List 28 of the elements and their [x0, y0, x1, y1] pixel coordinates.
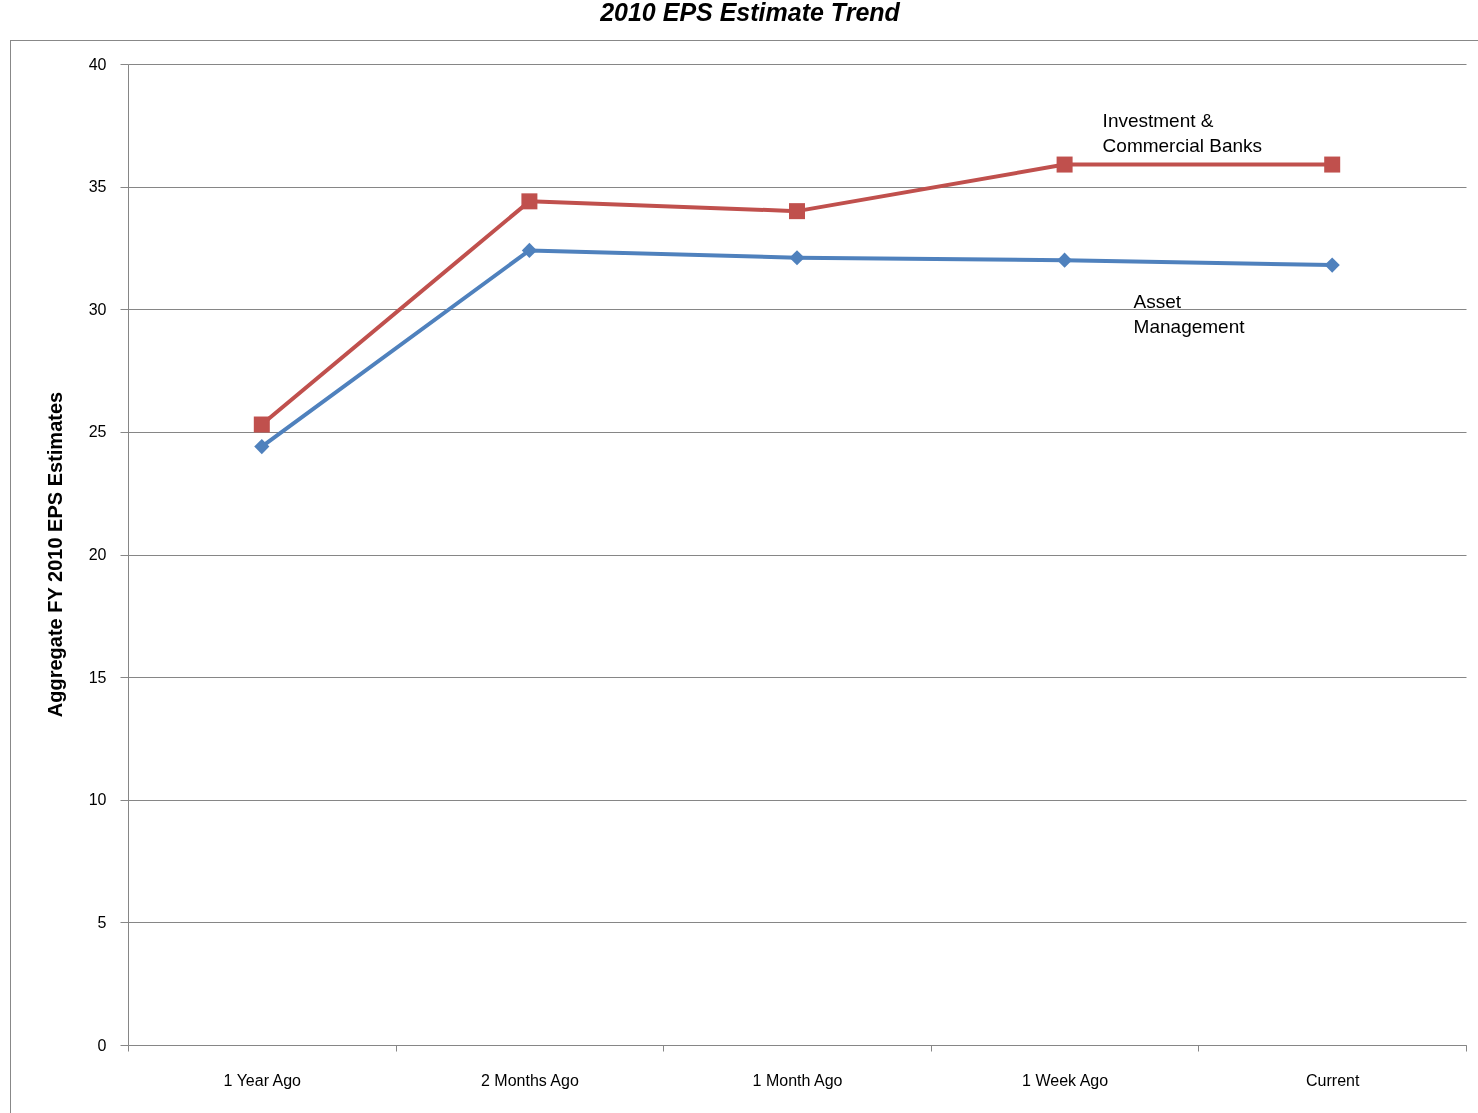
point — [521, 193, 538, 210]
x-tick-label: 1 Month Ago — [752, 1071, 843, 1089]
x-tick-label: 1 Week Ago — [1022, 1071, 1109, 1089]
y-tick-label: 15 — [88, 668, 107, 686]
x-tick-label: Current — [1306, 1071, 1360, 1089]
point — [254, 439, 270, 455]
x-tick-label: 1 Year Ago — [223, 1071, 302, 1089]
point — [789, 203, 805, 220]
y-tick-label: 35 — [88, 178, 107, 196]
point — [1056, 156, 1073, 173]
point — [1324, 257, 1340, 273]
y-tick-label: 5 — [97, 913, 107, 931]
point — [789, 250, 805, 266]
point — [521, 242, 537, 258]
y-tick-label: 40 — [88, 55, 107, 73]
point — [253, 416, 270, 433]
y-tick-label: 20 — [88, 546, 107, 563]
y-tick-label: 0 — [97, 1036, 107, 1054]
y-tick-label: 25 — [88, 423, 107, 441]
series-label: Asset Management — [1133, 291, 1246, 338]
y-axis-title: Aggregate FY 2010 EPS Estimates — [43, 391, 66, 718]
point — [1324, 156, 1341, 173]
y-tick-label: 30 — [88, 300, 107, 318]
series-label: Investment & Commercial Banks — [1102, 109, 1263, 156]
y-tick-label: 10 — [88, 791, 107, 809]
x-tick-label: 2 Months Ago — [480, 1071, 579, 1089]
point — [1057, 252, 1073, 268]
chart-title: 2010 EPS Estimate Trend — [599, 0, 901, 26]
